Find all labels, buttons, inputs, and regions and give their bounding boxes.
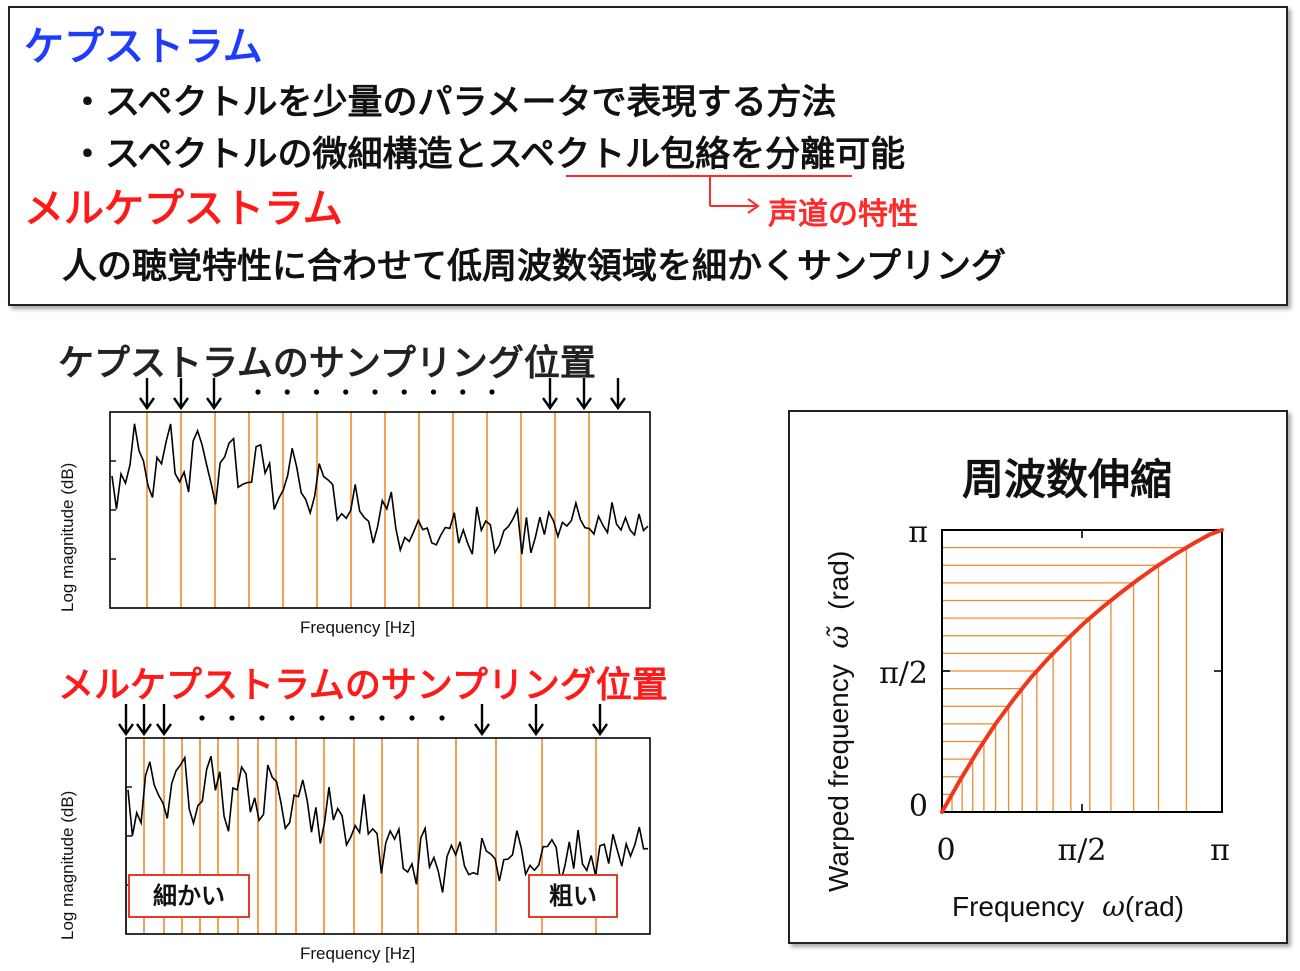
sampling-arrowhead — [136, 723, 152, 737]
ellipsis-dot — [379, 715, 385, 721]
warp-xlabel-unit: (rad) — [1124, 891, 1185, 922]
sampling-arrowhead — [592, 723, 608, 737]
fine-label: 細かい — [153, 882, 225, 910]
sampling-arrowhead — [173, 397, 189, 411]
ellipsis-dot — [199, 715, 205, 721]
bullet-2-part-c: を分離可能 — [730, 135, 906, 175]
warp-xlabel-symbol: ω — [1102, 890, 1125, 923]
bullet-1: ・スペクトルを少量のパラメータで表現する方法 — [70, 83, 837, 123]
warp-ylabel-text: Warped frequency — [823, 664, 854, 892]
warp-x-tick-label: π — [1210, 833, 1230, 868]
summary-box — [8, 6, 1288, 306]
spectrum-curve — [111, 423, 649, 555]
sampling-arrowhead — [206, 397, 222, 411]
warping-title: 周波数伸縮 — [962, 455, 1173, 504]
ellipsis-dot — [343, 389, 349, 395]
plot1-xlabel: Frequency [Hz] — [300, 618, 416, 637]
bullet-2: ・スペクトルの微細構造とスペクトル包絡を分離可能 — [70, 126, 905, 177]
ellipsis-dot — [289, 715, 295, 721]
ellipsis-dot — [319, 715, 325, 721]
spectral-envelope-text: スペクトル包絡 — [487, 135, 731, 175]
ellipsis-dot — [284, 389, 290, 395]
ellipsis-dot — [439, 715, 445, 721]
plot1-ylabel: Log magnitude (dB) — [58, 462, 77, 612]
plot1-title: ケプストラムのサンプリング位置 — [58, 343, 596, 384]
mel-description: 人の聴覚特性に合わせて低周波数領域を細かくサンプリング — [62, 247, 1006, 287]
ellipsis-dot — [401, 389, 407, 395]
warp-xlabel: Frequency ω(rad) — [952, 890, 1184, 923]
warp-ylabel-symbol: ω̃ — [822, 625, 855, 649]
sampling-arrowhead — [474, 723, 490, 737]
spectrum-curve — [127, 755, 649, 893]
plot2-ylabel: Log magnitude (dB) — [58, 790, 77, 940]
cepstrum-plot — [109, 378, 651, 609]
coarse-label: 粗い — [549, 882, 597, 910]
warp-xlabel-text: Frequency — [952, 891, 1085, 922]
warp-x-tick-label: π/2 — [1058, 833, 1107, 868]
sampling-arrowhead — [528, 723, 544, 737]
fine-label-box: 細かい — [128, 874, 250, 918]
bullet-2-part-a: ・スペクトルの微細構造と — [70, 135, 488, 175]
ellipsis-dot — [349, 715, 355, 721]
ellipsis-dot — [259, 715, 265, 721]
ellipsis-dot — [313, 389, 320, 395]
ellipsis-dot — [430, 389, 437, 395]
ellipsis-dot — [460, 389, 466, 395]
plot2-title: メルケプストラムのサンプリング位置 — [58, 665, 668, 706]
ellipsis-dot — [489, 389, 495, 395]
sampling-arrowhead — [118, 723, 134, 737]
sampling-arrowhead — [610, 397, 626, 411]
vocal-tract-annotation: 声道の特性 — [768, 197, 918, 232]
warping-panel — [788, 410, 1288, 944]
warp-x-tick-label: 0 — [936, 833, 955, 868]
warp-ylabel: Warped frequency ω̃ (rad) — [822, 551, 855, 892]
mel-cepstrum-heading: メルケプストラム — [24, 186, 343, 232]
cepstrum-heading: ケプストラム — [24, 24, 263, 70]
underline — [566, 175, 852, 177]
ellipsis-dot — [372, 389, 378, 395]
sampling-arrowhead — [576, 397, 592, 411]
warp-y-tick-label: π — [908, 515, 928, 550]
sampling-arrowhead — [156, 723, 172, 737]
warping-chart: 0 π/2 π 0 π/2 π — [879, 515, 1230, 868]
ellipsis-dot — [255, 389, 261, 395]
warp-y-tick-label: π/2 — [879, 656, 928, 691]
plot2-xlabel: Frequency [Hz] — [300, 944, 416, 963]
coarse-label-box: 粗い — [528, 874, 618, 918]
warp-curve — [940, 528, 1224, 814]
ellipsis-dot — [409, 715, 415, 721]
warp-y-tick-label: 0 — [909, 789, 928, 824]
warp-ylabel-unit: (rad) — [823, 550, 854, 610]
sampling-arrowhead — [542, 397, 558, 411]
ellipsis-dot — [229, 715, 235, 721]
sampling-arrowhead — [139, 397, 155, 411]
